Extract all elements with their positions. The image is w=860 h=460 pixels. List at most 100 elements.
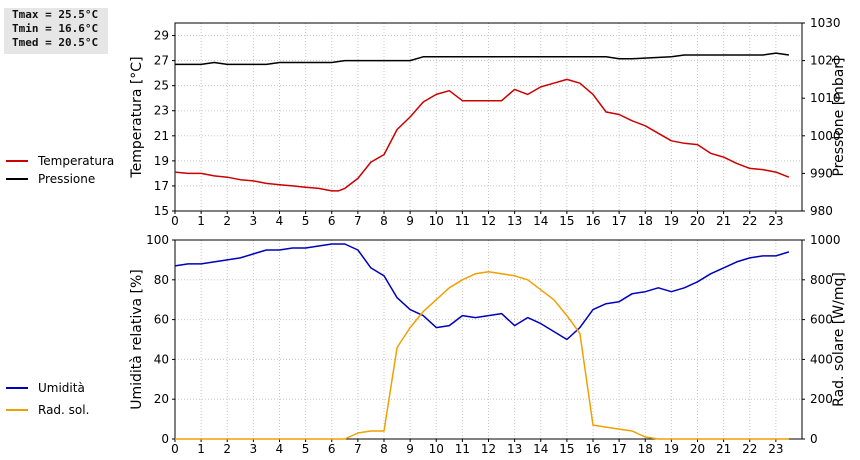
x-tick-label: 14 [533,214,548,228]
y-tick-label: 17 [154,179,169,193]
x-tick-label: 12 [481,442,496,456]
y-tick-label: 20 [154,392,169,406]
chart-panel-bottom: 0 1 2 3 4 5 6 7 8 9 10 11 12 13 14 15 16 17 18 19 20 21 22 2302… [129,233,847,456]
y-tick-label: 15 [154,204,169,218]
legend-label-umidita: Umidità [38,381,85,395]
series-line-pressione [175,52,790,66]
x-tick-label: 6 [328,442,336,456]
x-tick-label: 15 [559,214,574,228]
x-tick-label: 1 [197,214,205,228]
stats-tmin: Tmin = 16.6°C [12,22,99,35]
x-tick-label: 2 [223,214,231,228]
x-tick-label: 5 [302,214,310,228]
y2-tick-label: 600 [810,313,833,327]
y2-tick-label: 400 [810,352,833,366]
y-tick-label: 60 [154,313,169,327]
y2-tick-label: 1000 [810,129,841,143]
x-tick-label: 6 [328,214,336,228]
x-tick-label: 2 [223,442,231,456]
y2-axis-label: Pressione [mbar] [831,57,847,176]
x-tick-label: 9 [406,214,414,228]
y-tick-label: 100 [146,233,169,247]
x-tick-label: 11 [455,214,470,228]
x-tick-label: 12 [481,214,496,228]
x-tick-label: 3 [250,442,258,456]
legend-label-rad-sol: Rad. sol. [38,403,90,417]
plot-frame [174,22,803,212]
y-tick-label: 0 [161,432,169,446]
x-tick-label: 10 [429,214,444,228]
x-tick-label: 17 [611,442,626,456]
y-tick-label: 29 [154,29,169,43]
x-tick-label: 16 [585,442,600,456]
stats-box: Tmax = 25.5°C Tmin = 16.6°C Tmed = 20.5°… [4,8,108,54]
series-line-rad-sol [175,271,789,440]
y2-tick-label: 800 [810,273,833,287]
x-tick-label: 7 [354,214,362,228]
x-tick-label: 5 [302,442,310,456]
x-tick-label: 23 [768,214,783,228]
y2-tick-label: 200 [810,392,833,406]
y-axis-label: Umidità relativa [%] [129,269,145,410]
x-tick-label: 4 [276,442,284,456]
legend-swatch-pressione [6,178,28,180]
x-tick-label: 8 [380,442,388,456]
x-tick-label: 21 [716,214,731,228]
x-tick-label: 18 [638,442,653,456]
y2-tick-label: 980 [810,204,833,218]
x-tick-label: 19 [664,214,679,228]
x-tick-label: 8 [380,214,388,228]
x-tick-label: 17 [611,214,626,228]
x-tick-label: 9 [406,442,414,456]
x-tick-label: 22 [742,442,757,456]
y-tick-label: 19 [154,154,169,168]
legend-label-temperatura: Temperatura [38,154,115,168]
legend-item-pressione: Pressione [6,171,95,187]
series-line-temperatura [174,78,790,192]
x-tick-label: 23 [768,442,783,456]
x-tick-label: 15 [559,442,574,456]
y2-tick-label: 990 [810,166,833,180]
y-tick-label: 23 [154,104,169,118]
y-tick-label: 80 [154,273,169,287]
legend-swatch-umidita [6,387,28,389]
y2-tick-label: 1000 [810,233,841,247]
legend-label-pressione: Pressione [38,172,96,186]
x-tick-label: 16 [585,214,600,228]
x-tick-label: 4 [276,214,284,228]
y-tick-label: 21 [154,129,169,143]
y2-axis-label: Rad. solare [W/mq] [831,272,847,407]
x-tick-label: 10 [429,442,444,456]
x-tick-label: 20 [690,214,705,228]
x-tick-label: 18 [638,214,653,228]
x-tick-label: 19 [664,442,679,456]
x-tick-label: 11 [455,442,470,456]
series-line-umidita [174,243,790,341]
x-tick-label: 14 [533,442,548,456]
x-tick-label: 0 [171,442,179,456]
y-tick-label: 27 [154,54,169,68]
x-tick-label: 3 [250,214,258,228]
y-tick-label: 25 [154,79,169,93]
legend-item-temperatura: Temperatura [6,153,114,169]
y2-tick-label: 1010 [810,91,841,105]
x-tick-label: 20 [690,442,705,456]
x-tick-label: 13 [507,214,522,228]
legend-swatch-temperatura [6,160,28,162]
legend-item-umidita: Umidità [6,380,85,396]
legend-swatch-rad-sol [6,409,28,411]
y-axis-label: Temperatura [°C] [129,56,145,178]
x-tick-label: 1 [197,442,205,456]
x-tick-label: 21 [716,442,731,456]
plot-frame [174,239,803,440]
x-tick-label: 22 [742,214,757,228]
y2-tick-label: 1020 [810,54,841,68]
chart-panel-top: 0 1 2 3 4 5 6 7 8 9 10 11 12 13 14 15 16 17 18 19 20 21 22 2315… [129,16,847,228]
stats-tmax: Tmax = 25.5°C [12,8,99,21]
x-tick-label: 7 [354,442,362,456]
y2-tick-label: 1030 [810,16,841,30]
legend-item-rad-sol: Rad. sol. [6,402,89,418]
stats-tmed: Tmed = 20.5°C [12,36,99,49]
y2-tick-label: 0 [810,432,818,446]
